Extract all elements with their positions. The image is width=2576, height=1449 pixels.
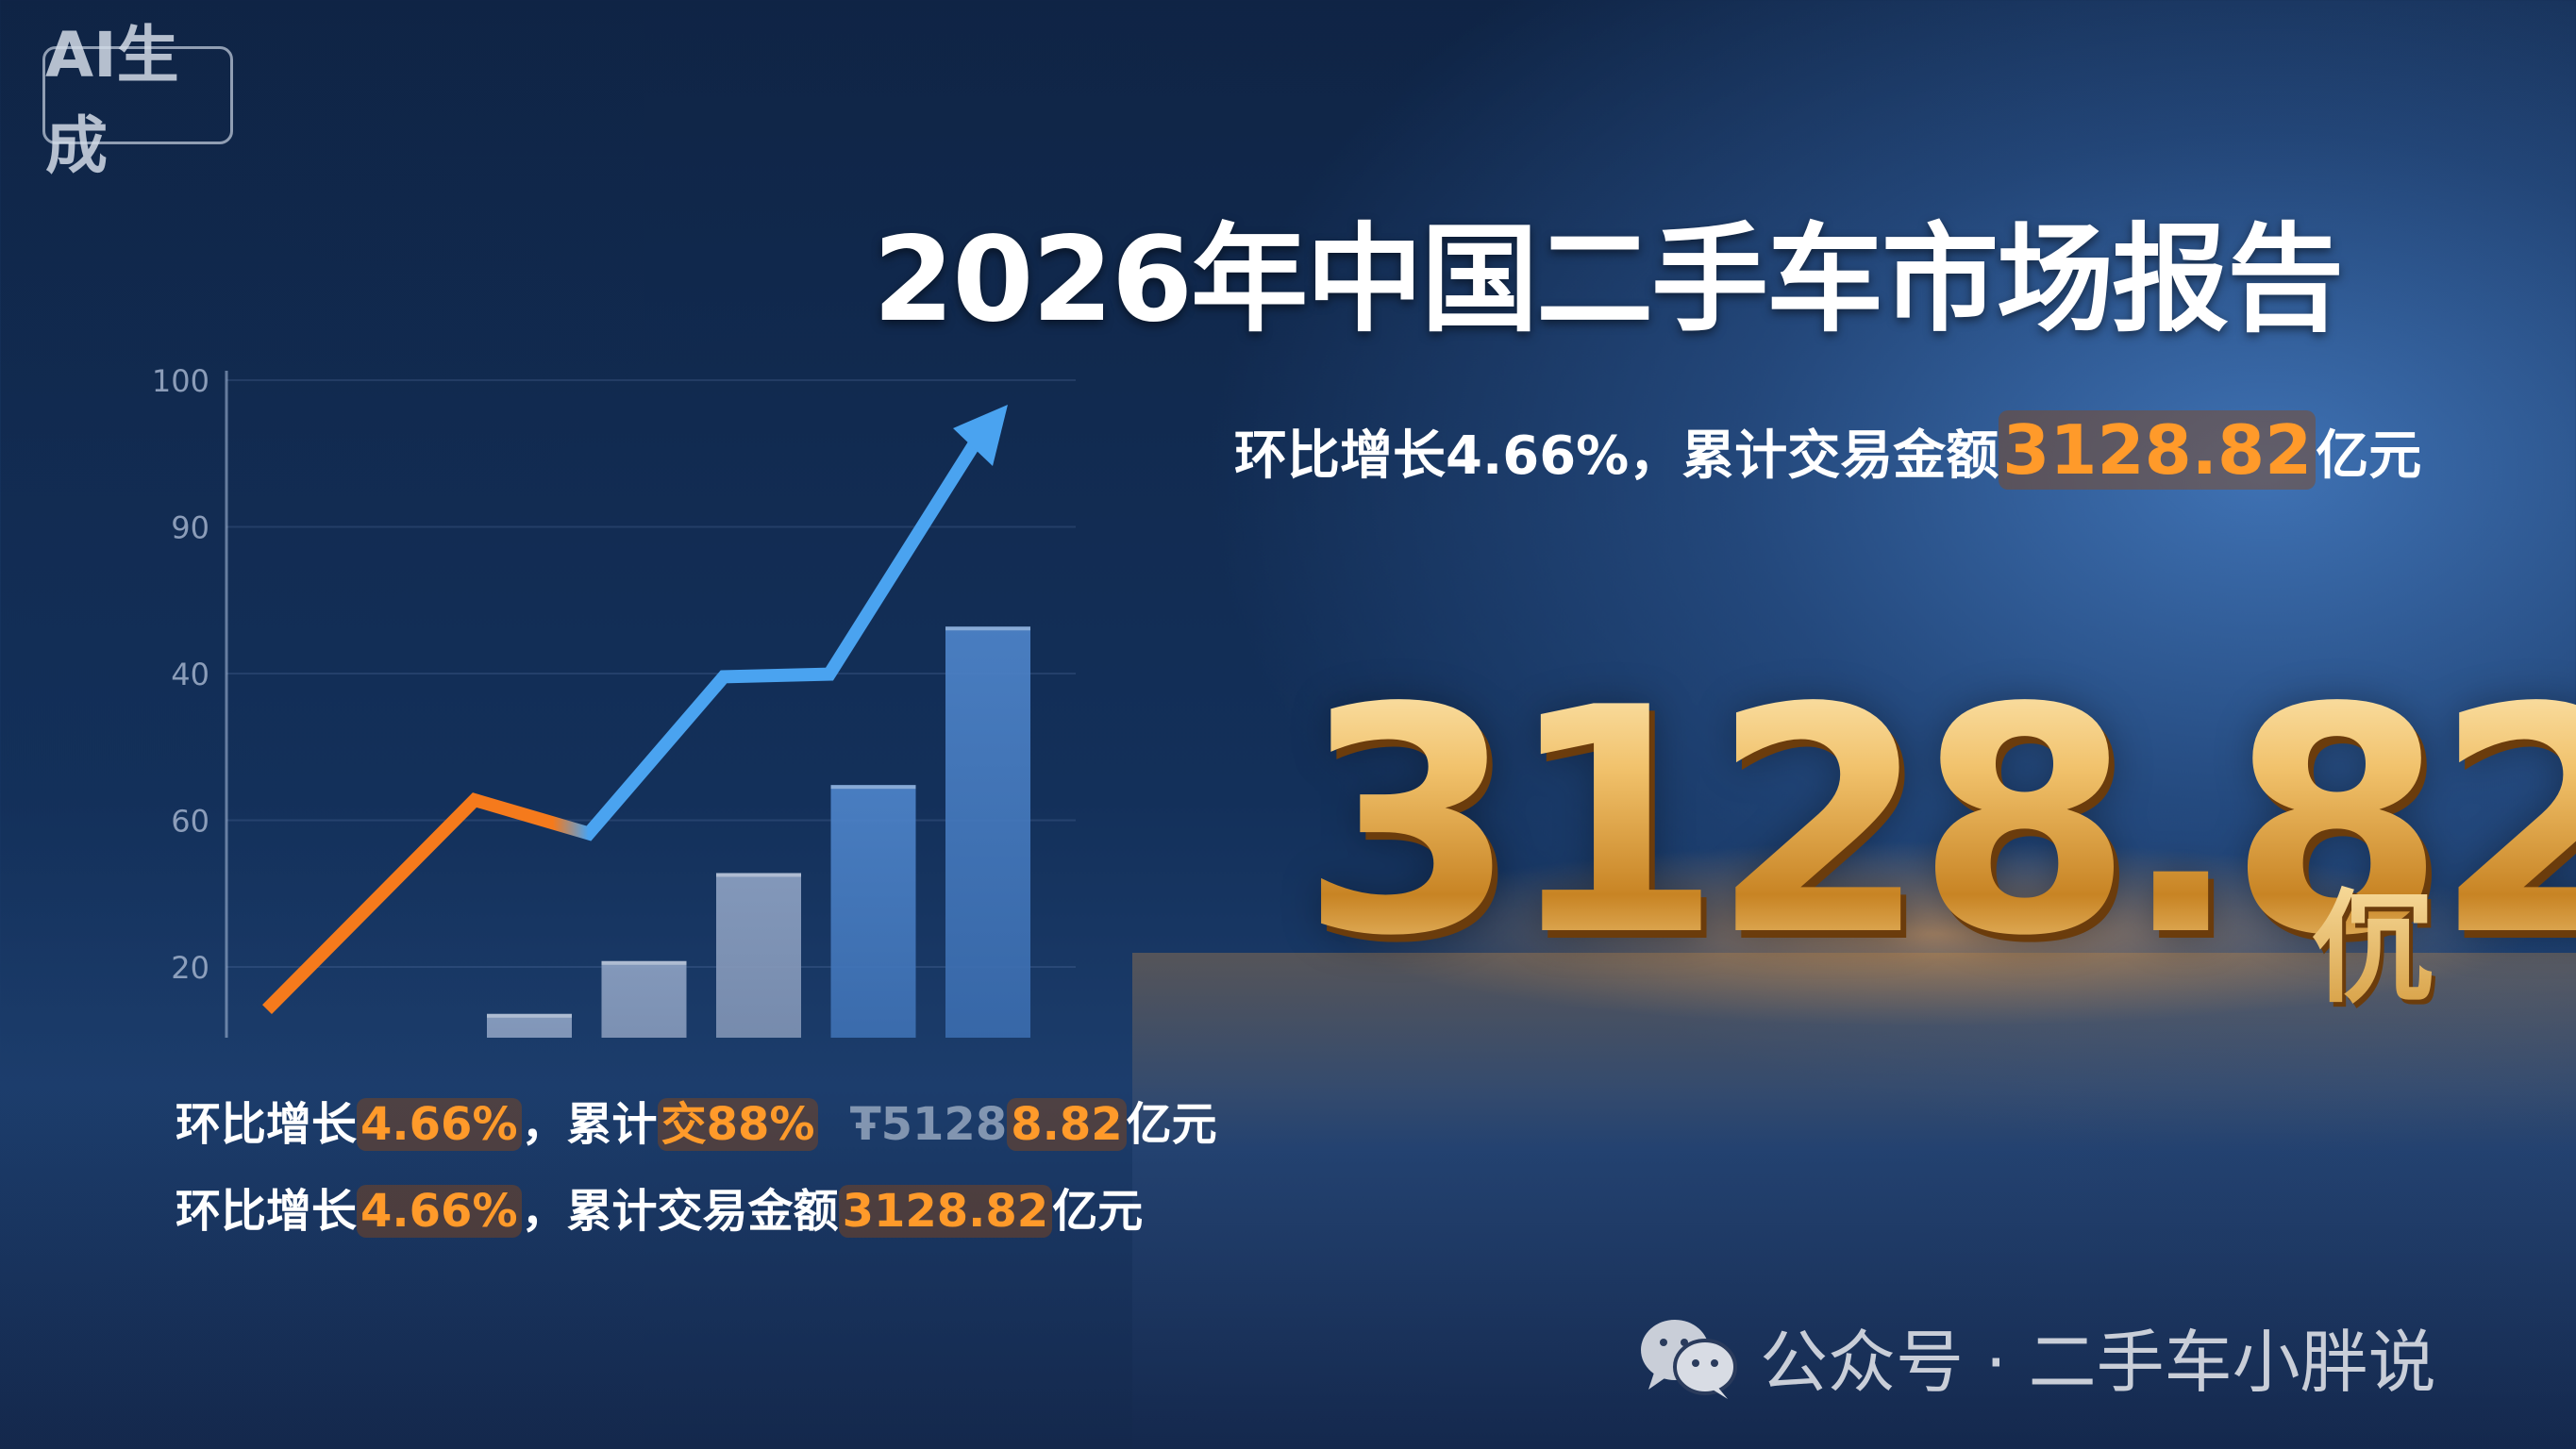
- bar: [830, 785, 916, 1038]
- page-title: 2026年中国二手车市场报告: [873, 212, 2344, 348]
- hero-unit: 伔: [2312, 849, 2434, 1026]
- bar-top-highlight: [487, 1013, 572, 1018]
- stat-garbled: Ŧ5128: [849, 1098, 1008, 1151]
- stat-label: ，累计: [521, 1098, 658, 1151]
- bar: [487, 1013, 572, 1038]
- stat-value: 8.82: [1007, 1098, 1127, 1151]
- bar-top-highlight: [716, 873, 801, 877]
- y-tick-label: 60: [171, 804, 209, 840]
- subtitle-suffix: 亿元: [2316, 425, 2422, 487]
- wechat-icon: [1641, 1319, 1737, 1399]
- hero-amount: 3128.82: [1300, 641, 2576, 1004]
- stat-line-1: 环比增长4.66%，累计交88% Ŧ51288.82亿元: [176, 1087, 1217, 1153]
- y-tick-label: 40: [171, 657, 209, 692]
- watermark-text: 公众号 · 二手车小胖说: [1760, 1323, 2436, 1402]
- bar: [601, 960, 687, 1038]
- trend-arrow-head-icon: [953, 404, 1008, 466]
- watermark: 公众号 · 二手车小胖说: [1637, 1307, 2436, 1406]
- bar: [716, 873, 801, 1038]
- stat-value: 4.66%: [357, 1185, 522, 1238]
- stat-value: 4.66%: [357, 1098, 522, 1151]
- stat-unit: 亿元: [1126, 1098, 1217, 1151]
- subtitle-amount: 3128.82: [1999, 410, 2317, 490]
- y-tick-label: 90: [171, 510, 209, 546]
- subtitle-prefix: 环比增长4.66%，累计交易金额: [1234, 425, 1999, 487]
- y-tick-label: 20: [171, 950, 209, 986]
- bar-top-highlight: [945, 626, 1030, 631]
- subtitle: 环比增长4.66%，累计交易金额3128.82亿元: [1234, 410, 2421, 490]
- y-tick-label: 100: [152, 363, 209, 399]
- stat-label: 环比增长: [176, 1185, 358, 1238]
- bar-top-highlight: [601, 960, 687, 965]
- stat-line-2: 环比增长4.66%，累计交易金额3128.82亿元: [176, 1174, 1143, 1240]
- bar-top-highlight: [830, 785, 916, 790]
- stat-value: 交88%: [657, 1098, 819, 1151]
- floor-reflection: [1132, 953, 2576, 1449]
- stat-label: 环比增长: [176, 1098, 358, 1151]
- stat-label: ，累计交易金额: [521, 1185, 839, 1238]
- bar: [945, 626, 1030, 1038]
- stat-unit: 亿元: [1052, 1185, 1144, 1238]
- bar-line-chart: 010206040901002004003004803006001002k: [152, 363, 1076, 1038]
- stat-value: 3128.82: [838, 1185, 1053, 1238]
- trend-line: [262, 429, 987, 1015]
